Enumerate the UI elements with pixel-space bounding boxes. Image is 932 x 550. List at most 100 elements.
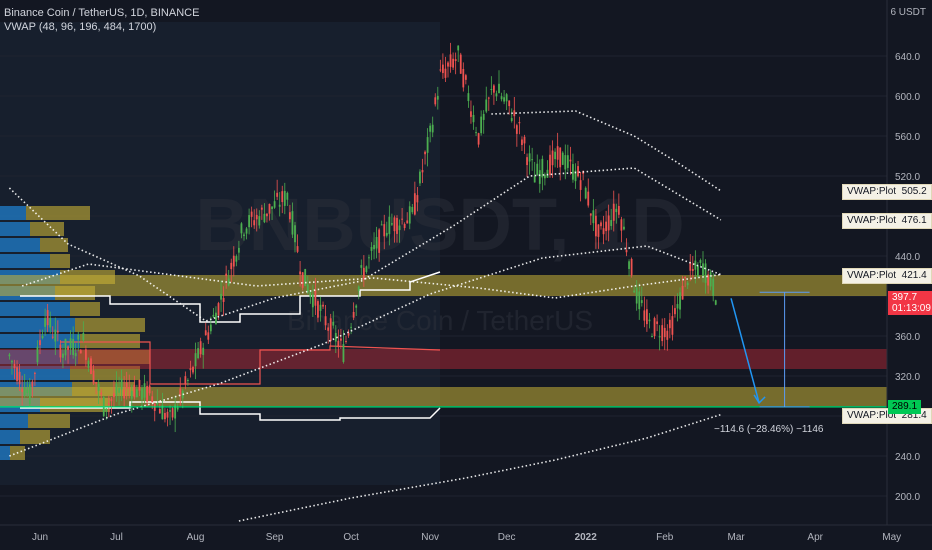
candle-body xyxy=(694,260,697,270)
candle-body xyxy=(388,216,391,235)
candle-body xyxy=(286,192,289,200)
vwap-label: VWAP:Plot 421.4 xyxy=(842,267,932,284)
candle-body xyxy=(46,310,49,326)
bar-countdown: 01:13:09 xyxy=(892,303,931,315)
candle-body xyxy=(508,100,511,107)
candle-body xyxy=(447,62,449,67)
candle-body xyxy=(396,217,398,234)
candle-body xyxy=(462,69,465,88)
candle-body xyxy=(350,326,352,328)
candle-body xyxy=(334,332,337,342)
candle-body xyxy=(212,314,215,317)
candle-body xyxy=(95,382,97,384)
candle-body xyxy=(470,111,472,117)
candle-body xyxy=(620,219,623,231)
current-price-value: 397.7 xyxy=(892,292,918,304)
candle-body xyxy=(521,139,523,145)
candle-body xyxy=(158,408,161,414)
time-tick-label: Sep xyxy=(266,532,284,543)
candle-body xyxy=(500,96,503,100)
candle-body xyxy=(648,319,651,322)
candle-body xyxy=(161,404,164,420)
candle-body xyxy=(464,75,467,80)
candle-body xyxy=(85,349,87,360)
candle-body xyxy=(434,97,437,105)
indicator-legend[interactable]: VWAP (48, 96, 196, 484, 1700) xyxy=(4,21,157,33)
candle-body xyxy=(87,360,90,368)
candle-body xyxy=(304,269,307,286)
candle-body xyxy=(340,338,342,341)
vwap-label: VWAP:Plot 505.2 xyxy=(842,183,932,200)
candle-body xyxy=(551,150,554,166)
candle-body xyxy=(442,64,444,74)
candle-body xyxy=(311,294,314,308)
time-tick-label: 2022 xyxy=(575,532,598,543)
candle-body xyxy=(156,401,159,405)
time-tick-label: Nov xyxy=(421,532,439,543)
candle-body xyxy=(179,388,182,396)
candle-body xyxy=(416,195,419,203)
candle-body xyxy=(610,220,613,226)
candle-body xyxy=(686,282,689,286)
candle-body xyxy=(301,272,304,288)
candle-body xyxy=(587,191,590,206)
candle-body xyxy=(617,205,620,215)
candle-body xyxy=(82,333,85,341)
candle-body xyxy=(373,244,375,250)
vwap-line-1 xyxy=(9,245,722,457)
candle-body xyxy=(495,93,498,97)
candle-body xyxy=(459,54,462,74)
candle-body xyxy=(505,94,508,102)
candle-body xyxy=(656,321,658,324)
candle-body xyxy=(597,224,600,237)
candle-body xyxy=(556,146,559,160)
candle-body xyxy=(62,353,64,358)
candle-body xyxy=(266,213,268,217)
candle-body xyxy=(138,379,141,391)
candle-body xyxy=(299,271,301,275)
candle-body xyxy=(146,386,148,402)
price-tick-label: 360.0 xyxy=(895,332,920,343)
candle-body xyxy=(250,211,253,217)
volume-profile-bar-sell xyxy=(20,430,50,444)
candle-body xyxy=(605,221,607,232)
candle-body xyxy=(110,398,113,402)
price-tick-label: 600.0 xyxy=(895,92,920,103)
candle-body xyxy=(714,300,717,305)
symbol-title[interactable]: Binance Coin / TetherUS, 1D, BINANCE xyxy=(4,7,200,19)
candle-body xyxy=(56,330,59,333)
candle-body xyxy=(235,256,238,262)
price-tick-label: 440.0 xyxy=(895,252,920,263)
candle-body xyxy=(225,273,228,276)
candle-body xyxy=(245,228,248,234)
candle-body xyxy=(13,363,16,369)
time-tick-label: Jun xyxy=(32,532,48,543)
candle-body xyxy=(564,155,567,170)
time-tick-label: Oct xyxy=(343,532,359,543)
candle-body xyxy=(317,301,319,318)
candle-body xyxy=(357,286,360,291)
candle-body xyxy=(44,318,46,327)
candle-body xyxy=(561,152,564,165)
candle-body xyxy=(615,208,618,213)
candle-body xyxy=(49,317,52,328)
candle-body xyxy=(291,211,294,235)
candle-body xyxy=(475,132,477,134)
zone-yellow-2 xyxy=(0,387,887,406)
candle-body xyxy=(141,388,143,400)
candle-body xyxy=(238,247,240,253)
candle-body xyxy=(684,276,687,279)
candle-body xyxy=(630,258,633,276)
candle-body xyxy=(368,257,370,259)
candle-body xyxy=(113,393,115,398)
time-axis: Jun Jul Aug Sep Oct Nov Dec 2022 Feb Mar Apr May xyxy=(0,524,932,543)
candle-body xyxy=(11,360,13,363)
candle-body xyxy=(528,153,531,162)
candle-body xyxy=(699,260,702,263)
candle-body xyxy=(26,389,29,393)
candle-body xyxy=(72,338,75,355)
candle-body xyxy=(97,384,100,391)
candle-body xyxy=(314,290,317,306)
candle-body xyxy=(319,304,322,311)
